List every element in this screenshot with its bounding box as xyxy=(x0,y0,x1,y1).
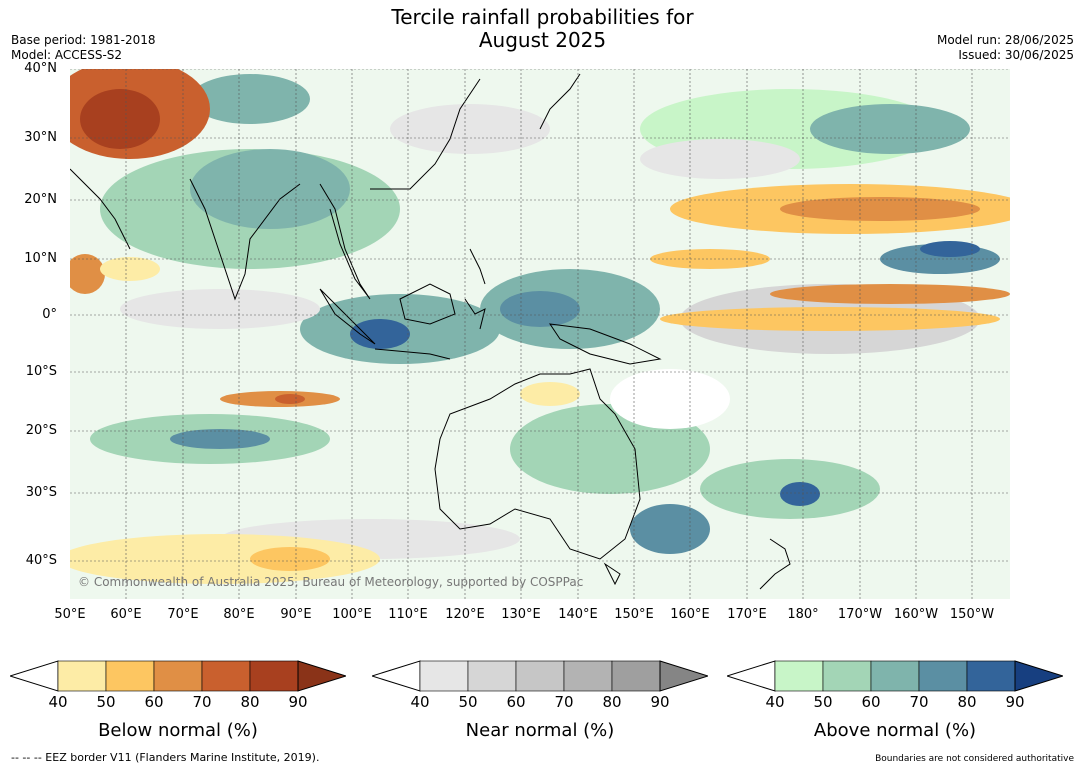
colorbar-tick: 50 xyxy=(458,693,478,711)
colorbar-min-triangle xyxy=(10,660,59,692)
colorbar-tick: 70 xyxy=(909,693,929,711)
colorbar-segment xyxy=(515,660,565,692)
colorbar-segment xyxy=(822,660,872,692)
lon-label: 140°E xyxy=(558,607,598,622)
model-run-text: Model run: 28/06/2025 xyxy=(936,33,1074,47)
boundaries-note: Boundaries are not considered authoritat… xyxy=(875,754,1074,764)
probability-fields xyxy=(70,69,1010,599)
lon-label: 90°E xyxy=(280,607,312,622)
colorbar-segment xyxy=(201,660,251,692)
copyright-notice: © Commonwealth of Australia 2025, Bureau… xyxy=(78,575,584,589)
lat-label: 20°N xyxy=(24,192,57,207)
colorbar-tick: 40 xyxy=(410,693,430,711)
colorbar-tick: 80 xyxy=(240,693,260,711)
map-title-line2: August 2025 xyxy=(478,28,607,52)
colorbar-segment xyxy=(153,660,203,692)
colorbar-tick: 90 xyxy=(1005,693,1025,711)
model-text: Model: ACCESS-S2 xyxy=(11,48,123,62)
colorbar-segment xyxy=(105,660,155,692)
lon-label: 130°E xyxy=(501,607,541,622)
graticule xyxy=(70,69,1010,562)
lon-label: 50°E xyxy=(54,607,86,622)
colorbar-label: Above normal (%) xyxy=(813,720,977,741)
colorbar-tick: 50 xyxy=(813,693,833,711)
colorbar-min-triangle xyxy=(372,660,421,692)
colorbar-tick: 90 xyxy=(288,693,308,711)
colorbar-segment xyxy=(870,660,920,692)
base-period-text: Base period: 1981-2018 xyxy=(11,33,156,47)
colorbar-tick: 70 xyxy=(192,693,212,711)
lon-label: 170°E xyxy=(727,607,767,622)
colorbar-tick: 90 xyxy=(650,693,670,711)
lon-label: 150°W xyxy=(949,607,995,622)
colorbar-segment xyxy=(966,660,1016,692)
colorbar-tick: 40 xyxy=(48,693,68,711)
lat-label: 30°N xyxy=(24,130,57,145)
lon-label: 80°E xyxy=(223,607,255,622)
eez-note: -- -- -- EEZ border V11 (Flanders Marine… xyxy=(11,751,320,764)
colorbar-tick: 80 xyxy=(602,693,622,711)
colorbar-tick: 70 xyxy=(554,693,574,711)
issued-text: Issued: 30/06/2025 xyxy=(958,48,1074,62)
colorbar xyxy=(727,660,1063,692)
colorbar-segment xyxy=(918,660,968,692)
colorbar-segment xyxy=(774,660,824,692)
colorbar xyxy=(372,660,708,692)
lat-label: 10°N xyxy=(24,251,57,266)
colorbar xyxy=(10,660,346,692)
lat-label: 30°S xyxy=(25,485,57,500)
lon-label: 180° xyxy=(787,607,819,622)
colorbar-segment xyxy=(563,660,613,692)
colorbar-label: Near normal (%) xyxy=(465,720,615,741)
colorbar-segment xyxy=(249,660,299,692)
map-title-line1: Tercile rainfall probabilities for xyxy=(391,5,694,29)
colorbar-segment xyxy=(57,660,107,692)
lat-label: 20°S xyxy=(25,423,57,438)
lon-label: 70°E xyxy=(167,607,199,622)
lat-label: 40°N xyxy=(24,61,57,76)
lon-label: 160°W xyxy=(893,607,939,622)
colorbar-tick: 50 xyxy=(96,693,116,711)
meta-left: Base period: 1981-2018 Model: ACCESS-S2 xyxy=(11,33,156,63)
colorbar-tick: 60 xyxy=(861,693,881,711)
colorbar-max-triangle xyxy=(297,660,346,692)
lat-label: 10°S xyxy=(25,364,57,379)
colorbar-segment xyxy=(467,660,517,692)
colorbar-max-triangle xyxy=(1014,660,1063,692)
colorbar-tick: 60 xyxy=(506,693,526,711)
probability-map: © Commonwealth of Australia 2025, Bureau… xyxy=(70,69,1010,599)
colorbar-segment xyxy=(611,660,661,692)
colorbar-label: Below normal (%) xyxy=(98,720,258,741)
lat-label: 0° xyxy=(42,307,57,322)
coastlines xyxy=(70,73,791,590)
colorbar-tick: 80 xyxy=(957,693,977,711)
colorbar-segment xyxy=(419,660,469,692)
colorbar-max-triangle xyxy=(659,660,708,692)
lon-label: 100°E xyxy=(332,607,372,622)
lon-label: 170°W xyxy=(837,607,883,622)
colorbar-min-triangle xyxy=(727,660,776,692)
map-canvas xyxy=(70,69,1010,599)
colorbar-tick: 60 xyxy=(144,693,164,711)
meridians xyxy=(125,69,973,599)
lon-label: 150°E xyxy=(614,607,654,622)
lon-label: 60°E xyxy=(110,607,142,622)
colorbar-tick: 40 xyxy=(765,693,785,711)
lat-label: 40°S xyxy=(25,553,57,568)
lon-label: 160°E xyxy=(670,607,710,622)
meta-right: Model run: 28/06/2025 Issued: 30/06/2025 xyxy=(937,33,1074,63)
lon-label: 120°E xyxy=(445,607,485,622)
lon-label: 110°E xyxy=(388,607,428,622)
